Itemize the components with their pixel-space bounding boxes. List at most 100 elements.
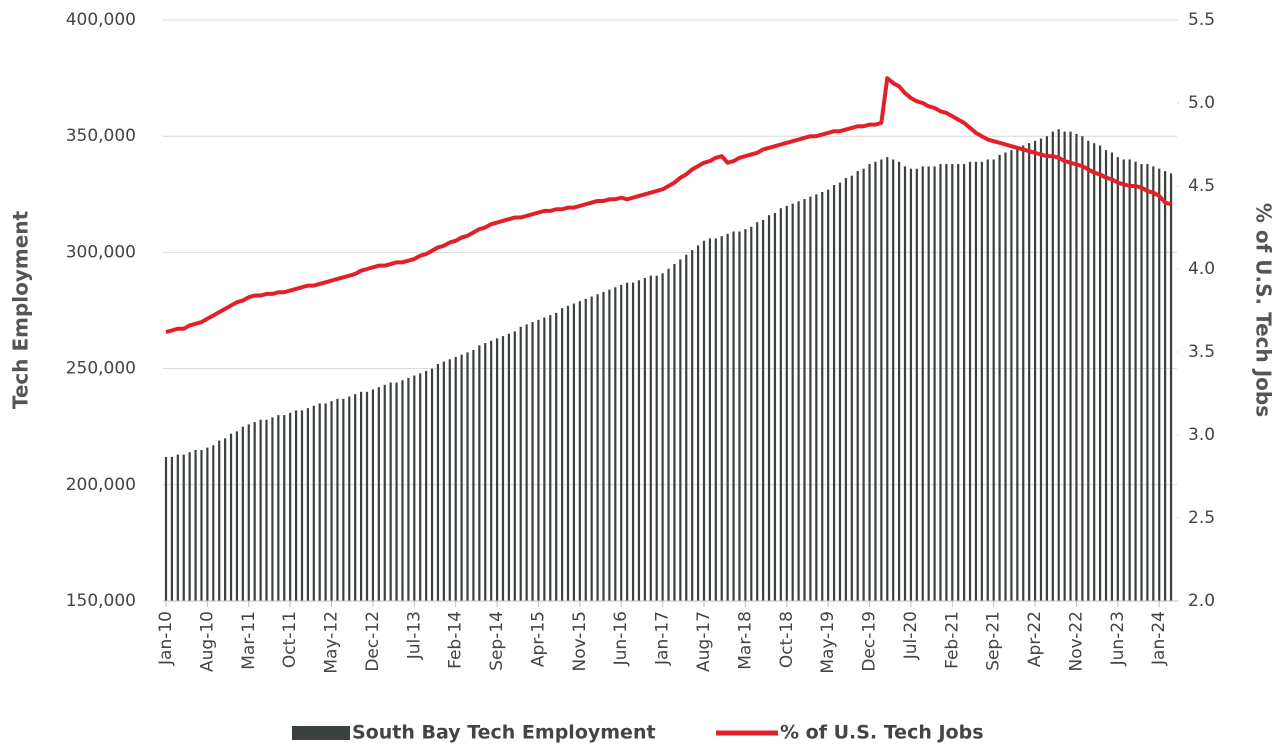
bar <box>691 250 694 602</box>
x-tick-label: Sep-14 <box>487 611 507 671</box>
bar <box>241 426 244 601</box>
bar <box>395 382 398 601</box>
y2-tick-label: 4.5 <box>1188 176 1215 196</box>
bar <box>1057 129 1060 601</box>
bar <box>572 303 576 601</box>
bar <box>561 308 564 601</box>
bar <box>1128 159 1131 601</box>
bar <box>425 370 428 601</box>
bar <box>679 259 682 601</box>
bar <box>1045 136 1048 601</box>
bar <box>903 166 907 602</box>
bar <box>939 164 942 601</box>
bar <box>702 240 706 601</box>
bar <box>294 410 298 601</box>
bar <box>661 273 664 601</box>
bar <box>779 208 782 601</box>
bar <box>803 198 806 601</box>
bar <box>176 454 179 601</box>
y2-tick-label: 2.0 <box>1188 591 1215 611</box>
bar <box>850 175 853 601</box>
bar <box>892 159 895 601</box>
bar <box>980 161 983 601</box>
x-tick-label: Jun-16 <box>611 611 631 666</box>
bar <box>986 159 989 601</box>
x-tick-label: Jul-13 <box>404 611 424 660</box>
y-tick-label: 200,000 <box>66 475 136 495</box>
bar <box>773 212 777 601</box>
x-tick-label: Oct-11 <box>280 611 300 668</box>
bar <box>921 166 924 602</box>
bar <box>253 422 256 601</box>
bar <box>897 161 901 601</box>
bar <box>832 185 836 601</box>
y2-tick-label: 5.5 <box>1188 10 1215 30</box>
bar <box>283 415 286 601</box>
bar <box>726 233 729 602</box>
bar <box>336 398 339 601</box>
bar <box>318 403 321 601</box>
bar <box>1051 131 1054 601</box>
bar <box>188 452 191 601</box>
bar <box>289 412 292 601</box>
bar <box>513 331 516 601</box>
bar <box>312 405 315 601</box>
bar <box>838 182 842 601</box>
bar <box>212 445 215 601</box>
bar <box>1146 164 1149 601</box>
bar <box>342 398 345 601</box>
bar <box>809 196 812 601</box>
x-tick-label: Mar-11 <box>239 611 259 670</box>
x-tick-label: Jan-24 <box>1149 611 1169 666</box>
x-tick-label: Aug-10 <box>197 611 217 672</box>
bar <box>531 322 534 601</box>
x-tick-label: Nov-15 <box>570 611 590 672</box>
y2-tick-label: 5.0 <box>1188 93 1215 113</box>
bar <box>478 345 481 601</box>
bar <box>484 343 487 601</box>
bar <box>791 203 794 601</box>
bar <box>708 238 712 601</box>
bar <box>915 168 918 601</box>
bar <box>460 354 463 601</box>
bar <box>862 168 865 601</box>
x-tick-label: Dec-12 <box>363 611 383 672</box>
x-tick-label: Dec-19 <box>860 611 880 672</box>
bar <box>194 449 197 601</box>
y-tick-label: 150,000 <box>66 591 136 611</box>
bar <box>797 201 800 601</box>
bar <box>1134 161 1137 601</box>
bar <box>974 161 978 601</box>
bar <box>620 284 623 601</box>
bar <box>655 275 658 601</box>
bar <box>519 326 522 601</box>
bar <box>271 417 274 601</box>
bar <box>1004 152 1007 601</box>
bar <box>720 236 723 601</box>
bar <box>247 424 250 601</box>
bar <box>874 161 877 601</box>
bar <box>1158 168 1161 601</box>
bar <box>525 324 528 601</box>
bar <box>501 336 505 601</box>
bar <box>383 384 386 601</box>
bar <box>815 194 818 602</box>
bar <box>206 447 209 601</box>
bar <box>1039 138 1043 602</box>
bar <box>685 254 688 601</box>
bar <box>785 205 788 602</box>
x-tick-label: Feb-14 <box>446 611 466 669</box>
bar <box>472 350 475 601</box>
bar <box>827 189 830 602</box>
bar <box>762 219 765 601</box>
x-tick-label: Jul-20 <box>901 611 921 660</box>
bar <box>602 291 605 601</box>
bar <box>951 164 954 601</box>
bar <box>1122 159 1125 601</box>
legend-label: South Bay Tech Employment <box>352 722 656 744</box>
bar <box>436 363 440 601</box>
bar <box>590 296 593 601</box>
bar <box>1028 143 1031 601</box>
bar <box>170 456 174 601</box>
